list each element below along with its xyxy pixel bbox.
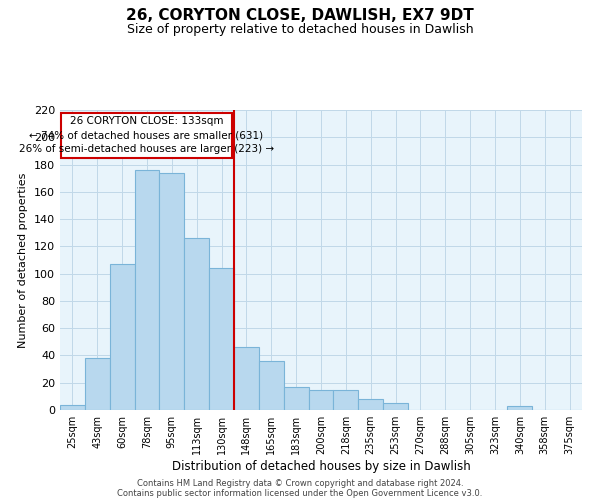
Bar: [508, 406, 532, 410]
Bar: [184, 238, 209, 410]
Bar: [334, 390, 358, 410]
Text: Contains HM Land Registry data © Crown copyright and database right 2024.: Contains HM Land Registry data © Crown c…: [137, 478, 463, 488]
Bar: [85, 358, 110, 410]
Bar: [110, 264, 134, 410]
Bar: [383, 403, 408, 410]
Bar: [259, 361, 284, 410]
Bar: [284, 387, 308, 410]
Y-axis label: Number of detached properties: Number of detached properties: [19, 172, 28, 348]
Text: 26 CORYTON CLOSE: 133sqm
← 74% of detached houses are smaller (631)
26% of semi-: 26 CORYTON CLOSE: 133sqm ← 74% of detach…: [19, 116, 274, 154]
Bar: [234, 348, 259, 410]
Bar: [308, 390, 334, 410]
Text: Contains public sector information licensed under the Open Government Licence v3: Contains public sector information licen…: [118, 488, 482, 498]
Bar: [160, 172, 184, 410]
Text: 26, CORYTON CLOSE, DAWLISH, EX7 9DT: 26, CORYTON CLOSE, DAWLISH, EX7 9DT: [126, 8, 474, 22]
Bar: [209, 268, 234, 410]
Bar: [134, 170, 160, 410]
FancyBboxPatch shape: [61, 112, 232, 158]
Text: Size of property relative to detached houses in Dawlish: Size of property relative to detached ho…: [127, 22, 473, 36]
Bar: [60, 404, 85, 410]
X-axis label: Distribution of detached houses by size in Dawlish: Distribution of detached houses by size …: [172, 460, 470, 473]
Bar: [358, 399, 383, 410]
